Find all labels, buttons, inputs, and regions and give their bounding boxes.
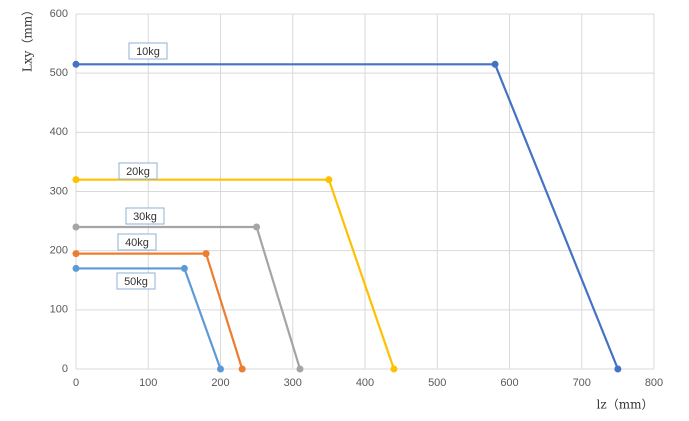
- y-axis-title: Lxy（mm）: [21, 4, 35, 72]
- data-point: [296, 365, 304, 373]
- x-axis-title: lz（mm）: [597, 398, 654, 412]
- data-point: [491, 60, 499, 68]
- data-point: [180, 264, 188, 272]
- data-point: [72, 250, 80, 258]
- data-point: [72, 176, 80, 184]
- data-point: [217, 365, 224, 373]
- series-label: 50kg: [124, 276, 148, 288]
- label-box: [116, 272, 156, 290]
- data-point: [72, 264, 80, 272]
- x-tick-label: 800: [645, 377, 663, 389]
- x-tick-label: 400: [356, 377, 374, 389]
- label-box: [117, 233, 157, 251]
- y-tick-label: 300: [50, 185, 68, 197]
- series-line: [76, 225, 302, 370]
- series-label: 10kg: [136, 46, 160, 58]
- data-point: [238, 365, 246, 373]
- series-line: [76, 252, 244, 370]
- series-label: 20kg: [126, 166, 150, 178]
- label-box: [118, 162, 158, 180]
- data-point: [614, 365, 622, 373]
- x-tick-label: 700: [573, 377, 591, 389]
- y-tick-label: 0: [62, 363, 68, 375]
- y-tick-label: 200: [50, 245, 68, 257]
- x-tick-label: 0: [73, 377, 79, 389]
- x-tick-label: 500: [428, 377, 446, 389]
- data-point: [253, 223, 261, 231]
- series-label: 30kg: [133, 211, 157, 223]
- series-label: 40kg: [125, 237, 149, 249]
- x-tick-label: 200: [211, 377, 229, 389]
- data-point: [390, 365, 398, 373]
- data-point: [202, 250, 210, 258]
- label-box: [128, 42, 168, 60]
- data-point: [72, 60, 80, 68]
- y-tick-label: 400: [50, 126, 68, 138]
- x-tick-label: 300: [284, 377, 302, 389]
- x-tick-label: 100: [139, 377, 157, 389]
- y-tick-label: 100: [50, 304, 68, 316]
- data-point: [325, 176, 333, 184]
- y-tick-label: 600: [50, 8, 68, 20]
- y-tick-label: 500: [50, 67, 68, 79]
- label-box: [125, 207, 165, 225]
- data-point: [72, 223, 80, 231]
- x-tick-label: 600: [500, 377, 518, 389]
